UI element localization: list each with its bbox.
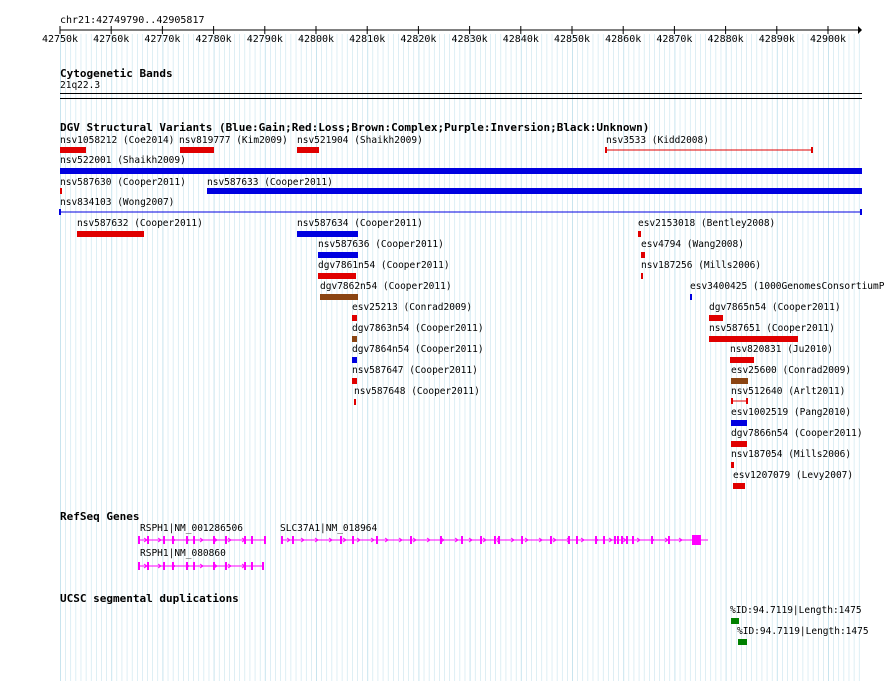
variant-label[interactable]: nsv3533 (Kidd2008) [606,135,709,146]
variant-bar-loss[interactable] [731,441,747,447]
variant-label[interactable]: esv25600 (Conrad2009) [731,365,852,376]
ruler-tick-label: 42840k [502,34,539,45]
variant-bar-complex[interactable] [731,378,748,384]
variant-bar-gain-thin[interactable] [59,208,865,217]
segdup-track-title: UCSC segmental duplications [60,592,239,605]
ruler-tick-label: 42810k [349,34,386,45]
variant-label[interactable]: esv1207079 (Levy2007) [733,470,854,481]
variant-bar-loss[interactable] [60,147,86,153]
ruler-tick-label: 42770k [144,34,181,45]
variant-bar-complex[interactable] [320,294,358,300]
gene-model-rsph1-nm080860[interactable] [0,559,890,573]
gene-label[interactable]: SLC37A1|NM_018964 [280,523,378,534]
variant-label[interactable]: nsv187054 (Mills2006) [731,449,852,460]
variant-bar-loss[interactable] [297,147,319,153]
variant-bar-loss[interactable] [730,357,754,363]
variant-bar-loss[interactable] [60,188,62,194]
variant-bar-loss[interactable] [318,273,356,279]
cytoband-track-title: Cytogenetic Bands [60,67,173,80]
variant-bar-loss[interactable] [638,231,641,237]
ruler-tick-label: 42850k [553,34,591,45]
variant-label[interactable]: nsv1058212 (Coe2014) [60,135,175,146]
variant-label[interactable]: esv4794 (Wang2008) [641,239,744,250]
ruler-tick-label: 42900k [809,34,847,45]
ruler-tick-label: 42790k [246,34,283,45]
segdup-label[interactable]: %ID:94.7119|Length:1475 [730,605,862,616]
ruler-tick-label: 42750k [41,34,79,45]
gene-model-slc37a1[interactable] [0,533,890,547]
variant-label[interactable]: dgv7866n54 (Cooper2011) [731,428,863,439]
ruler-tick-label: 42870k [656,34,693,45]
ruler-tick-label: 42780k [195,34,232,45]
variant-label[interactable]: nsv587647 (Cooper2011) [352,365,478,376]
segdup-label[interactable]: %ID:94.7119|Length:1475 [737,626,869,637]
variant-bar-gain[interactable] [690,294,692,300]
variant-bar-complex[interactable] [352,336,357,342]
variant-bar-loss[interactable] [709,336,798,342]
variant-bar-loss-thin[interactable] [731,397,749,406]
cytoband-label: 21q22.3 [60,80,101,91]
segdup-bar[interactable] [738,639,747,645]
variant-label[interactable]: esv25213 (Conrad2009) [352,302,473,313]
variant-bar-gain[interactable] [60,168,862,174]
variant-label[interactable]: dgv7864n54 (Cooper2011) [352,344,484,355]
dgv-track-title: DGV Structural Variants (Blue:Gain;Red:L… [60,121,650,134]
ruler-tick-label: 42880k [707,34,744,45]
variant-label[interactable]: nsv522001 (Shaikh2009) [60,155,186,166]
variant-label[interactable]: nsv587633 (Cooper2011) [207,177,333,188]
ruler-tick-label: 42820k [400,34,437,45]
variant-label[interactable]: nsv587648 (Cooper2011) [354,386,480,397]
variant-label[interactable]: nsv512640 (Arlt2011) [731,386,846,397]
variant-bar-loss[interactable] [733,483,745,489]
variant-label[interactable]: nsv187256 (Mills2006) [641,260,762,271]
gene-label[interactable]: RSPH1|NM_080860 [140,548,226,559]
variant-bar-loss[interactable] [709,315,723,321]
ruler-tick-label: 42890k [758,34,795,45]
cytoband-line [60,98,862,99]
variant-bar-gain[interactable] [207,188,862,194]
variant-label[interactable]: nsv834103 (Wong2007) [60,197,175,208]
variant-bar-loss[interactable] [641,273,643,279]
variant-bar-loss[interactable] [77,231,144,237]
variant-label[interactable]: esv1002519 (Pang2010) [731,407,852,418]
variant-label[interactable]: nsv587634 (Cooper2011) [297,218,423,229]
variant-label[interactable]: nsv521904 (Shaikh2009) [297,135,423,146]
ruler-tick-label: 42800k [297,34,335,45]
variant-label[interactable]: nsv587632 (Cooper2011) [77,218,203,229]
variant-bar-loss[interactable] [731,462,734,468]
variant-label[interactable]: nsv820831 (Ju2010) [730,344,833,355]
variant-label[interactable]: dgv7865n54 (Cooper2011) [709,302,841,313]
variant-label[interactable]: dgv7863n54 (Cooper2011) [352,323,484,334]
variant-bar-gain[interactable] [352,357,357,363]
variant-bar-gain[interactable] [318,252,358,258]
variant-bar-loss-thin[interactable] [605,145,815,155]
gene-label[interactable]: RSPH1|NM_001286506 [140,523,243,534]
variant-label[interactable]: dgv7862n54 (Cooper2011) [320,281,452,292]
variant-bar-loss[interactable] [641,252,645,258]
variant-label[interactable]: nsv587636 (Cooper2011) [318,239,444,250]
ruler-tick-label: 42760k [93,34,130,45]
ruler-tick-label: 42860k [605,34,642,45]
gene-model-rsph1-nm001286506[interactable] [0,533,890,547]
variant-label[interactable]: nsv819777 (Kim2009) [179,135,288,146]
variant-bar-loss[interactable] [354,399,356,405]
variant-bar-loss[interactable] [352,315,357,321]
ruler-axis [59,26,862,34]
location-label: chr21:42749790..42905817 [60,15,205,26]
variant-label[interactable]: esv2153018 (Bentley2008) [638,218,776,229]
variant-label[interactable]: nsv587630 (Cooper2011) [60,177,186,188]
variant-label[interactable]: dgv7861n54 (Cooper2011) [318,260,450,271]
variant-bar-loss[interactable] [180,147,214,153]
variant-bar-gain[interactable] [297,231,358,237]
variant-label[interactable]: esv3400425 (1000GenomesConsortiumP [690,281,885,292]
cytoband-line [60,93,862,94]
segdup-bar[interactable] [731,618,739,624]
variant-label[interactable]: nsv587651 (Cooper2011) [709,323,835,334]
ruler-tick-label: 42830k [451,34,488,45]
refseq-track-title: RefSeq Genes [60,510,140,523]
variant-bar-gain[interactable] [731,420,747,426]
variant-bar-loss[interactable] [352,378,357,384]
